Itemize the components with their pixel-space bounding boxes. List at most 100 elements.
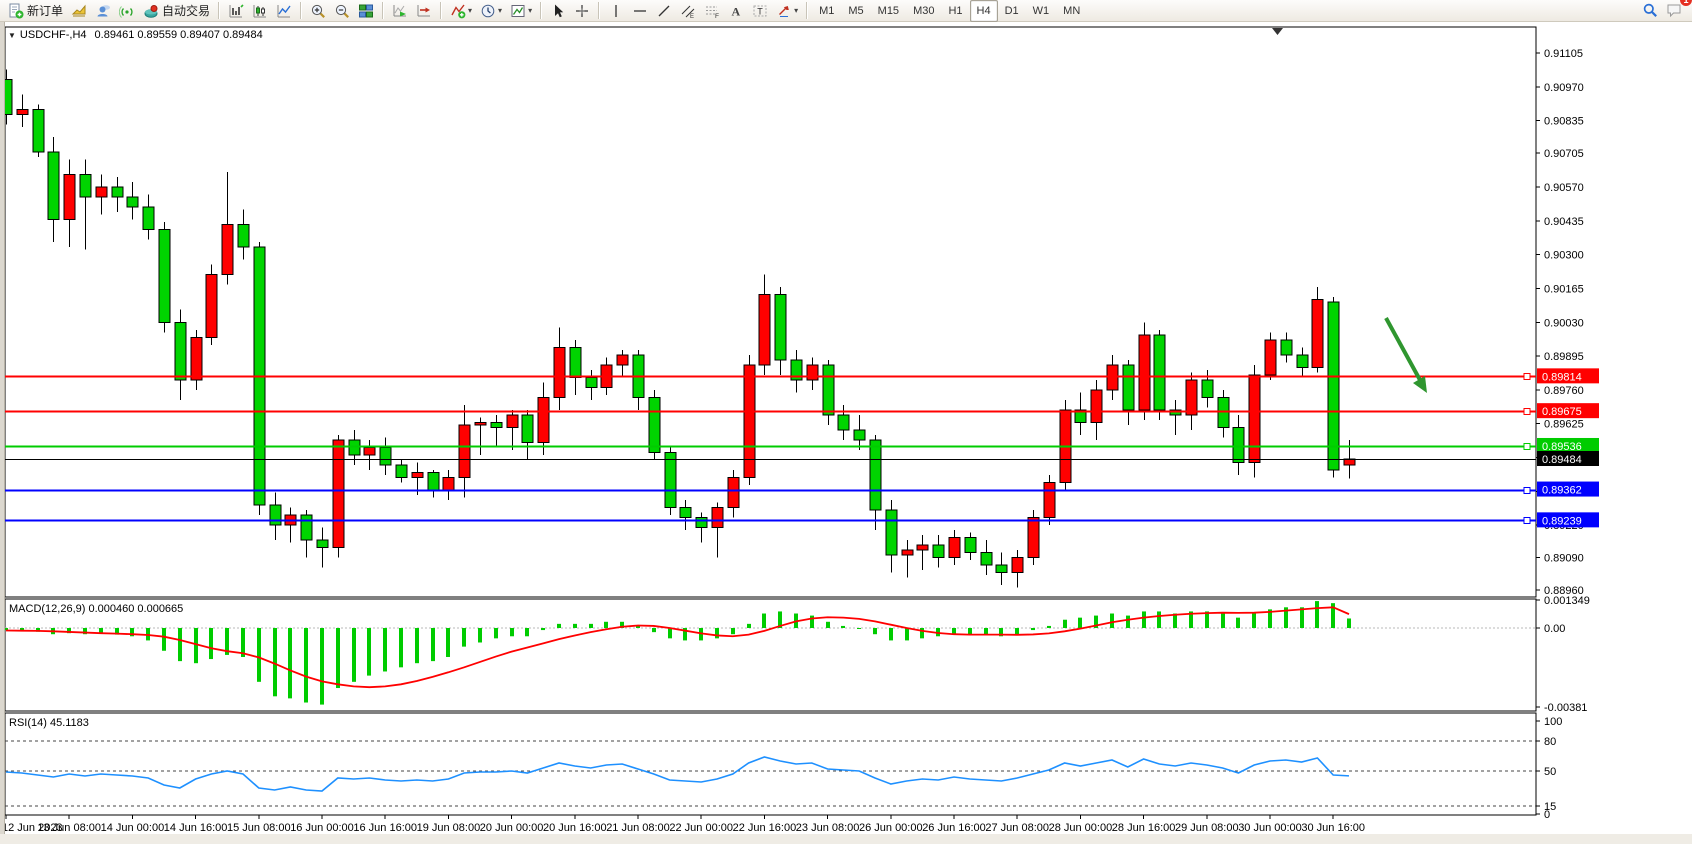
timeframe-m5[interactable]: M5 — [848, 4, 864, 17]
hline-drag-handle[interactable] — [1523, 487, 1531, 494]
label-button[interactable]: T — [748, 0, 772, 23]
candle-body — [332, 439, 345, 549]
hlines-layer — [5, 373, 1536, 524]
new-order-button[interactable]: 新订单 — [4, 0, 67, 23]
candle-body — [1122, 364, 1135, 411]
chevron-down-icon[interactable]: ▼ — [8, 31, 16, 40]
price-axis[interactable]: 0.91105 0.90970 0.90835 0.90705 0.90570 0.904… — [1536, 48, 1599, 597]
search-icon — [1642, 2, 1658, 18]
arrow-annotation[interactable] — [1384, 317, 1427, 393]
notification-badge[interactable]: 1 — [1680, 0, 1692, 6]
macd-pane-frame — [4, 598, 1537, 712]
macd-histogram-bar — [541, 628, 545, 631]
timeframe-m1[interactable]: M1 — [819, 4, 835, 17]
macd-histogram-bar — [209, 628, 213, 660]
timeframe-m15[interactable]: M15 — [877, 4, 900, 17]
line-chart-icon — [276, 3, 292, 19]
autotrading-button[interactable]: 自动交易 — [139, 0, 214, 23]
templates-button[interactable]: ▾ — [506, 0, 536, 23]
macd-histogram-bar — [273, 628, 277, 697]
time-tick-label: 14 Jun 16:00 — [164, 822, 228, 834]
macd-histogram-bar — [810, 615, 814, 628]
fibonacci-button[interactable]: F — [700, 0, 724, 23]
chart-shift-button[interactable] — [412, 0, 436, 23]
timeframe-h1[interactable]: H1 — [948, 4, 963, 17]
rsi-line — [5, 756, 1350, 792]
cursor-button[interactable] — [546, 0, 570, 23]
hline-drag-handle[interactable] — [1523, 517, 1531, 524]
macd-histogram-bar — [1252, 613, 1256, 628]
candle-body — [837, 414, 850, 431]
price-label-chip-text: 0.89362 — [1542, 485, 1582, 497]
chat-button[interactable] — [1662, 0, 1686, 22]
macd-histogram-bar — [462, 628, 466, 647]
chart-symbol-title[interactable]: ▼ USDCHF-,H4 0.89461 0.89559 0.89407 0.894… — [8, 29, 263, 41]
macd-histogram-bar — [130, 628, 134, 637]
arrows-button[interactable]: ▾ — [772, 0, 802, 23]
trendline-button[interactable] — [652, 0, 676, 23]
tile-windows-button[interactable] — [354, 0, 378, 23]
time-tick-label: 27 Jun 08:00 — [985, 822, 1049, 834]
timeframe-w1[interactable]: W1 — [1032, 4, 1050, 17]
line-chart-button[interactable] — [272, 0, 296, 23]
rsi-tick-label: 15 — [1544, 801, 1556, 813]
candle-body — [774, 294, 787, 361]
signals-icon — [119, 3, 135, 19]
time-tick-label: 16 Jun 00:00 — [290, 822, 354, 834]
macd-histogram-bar — [478, 628, 482, 643]
dropdown-arrow-icon[interactable]: ▾ — [468, 6, 473, 15]
periods-button[interactable]: ▾ — [476, 0, 506, 23]
candle-body — [758, 294, 771, 366]
hline-drag-handle[interactable] — [1523, 373, 1531, 380]
hline-drag-handle[interactable] — [1523, 443, 1531, 450]
indicators-button[interactable]: ▾ — [446, 0, 476, 23]
auto-scroll-button[interactable] — [388, 0, 412, 23]
price-chart-svg[interactable]: 0.91105 0.90970 0.90835 0.90705 0.90570 0.904… — [0, 22, 1692, 834]
text-button[interactable]: A — [724, 0, 748, 23]
macd-histogram-bar — [36, 628, 40, 632]
candle-body — [695, 517, 708, 529]
timeframe-h4[interactable]: H4 — [969, 0, 998, 22]
time-tick-label: 28 Jun 16:00 — [1112, 822, 1176, 834]
signals-button[interactable] — [115, 0, 139, 23]
toolbar-separator — [440, 2, 443, 19]
candle-body — [1248, 374, 1261, 464]
macd-histogram-bar — [494, 628, 498, 639]
channel-button[interactable]: E — [676, 0, 700, 23]
zoom-out-button[interactable] — [330, 0, 354, 23]
chart-shift-icon — [416, 3, 432, 19]
auto-scroll-icon — [392, 3, 408, 19]
market-watch-button[interactable] — [67, 0, 91, 23]
macd-histogram-bar — [1221, 613, 1225, 628]
bar-chart-button[interactable] — [224, 0, 248, 23]
community-button[interactable] — [91, 0, 115, 23]
macd-histogram-bar — [162, 628, 166, 651]
timeframe-d1[interactable]: D1 — [1004, 4, 1019, 17]
dropdown-arrow-icon[interactable]: ▾ — [498, 6, 503, 15]
price-label-chip — [1537, 451, 1599, 466]
zoom-in-button[interactable] — [306, 0, 330, 23]
dropdown-arrow-icon[interactable]: ▾ — [528, 6, 533, 15]
vline-button[interactable] — [604, 0, 628, 23]
hline-drag-handle[interactable] — [1523, 408, 1531, 415]
macd-histogram-bar — [1284, 607, 1288, 628]
macd-histogram-bar — [241, 628, 245, 657]
svg-text:F: F — [715, 13, 719, 19]
candlestick-chart-button[interactable] — [248, 0, 272, 23]
macd-histogram-bar — [1126, 615, 1130, 628]
candle-body — [964, 537, 977, 554]
macd-histogram-bar — [352, 628, 356, 682]
candle-body — [537, 396, 550, 443]
candle-body — [980, 552, 993, 566]
time-tick-label: 12 Jun 2023 — [2, 822, 63, 834]
candle-body — [743, 364, 756, 479]
timeframe-mn[interactable]: MN — [1063, 4, 1081, 17]
hline-button[interactable] — [628, 0, 652, 23]
chart-shift-marker-icon[interactable] — [1272, 28, 1283, 35]
search-button[interactable] — [1638, 0, 1662, 22]
timeframe-m30[interactable]: M30 — [913, 4, 935, 17]
crosshair-button[interactable] — [570, 0, 594, 23]
dropdown-arrow-icon[interactable]: ▾ — [794, 6, 799, 15]
time-tick-label: 20 Jun 00:00 — [480, 822, 544, 834]
